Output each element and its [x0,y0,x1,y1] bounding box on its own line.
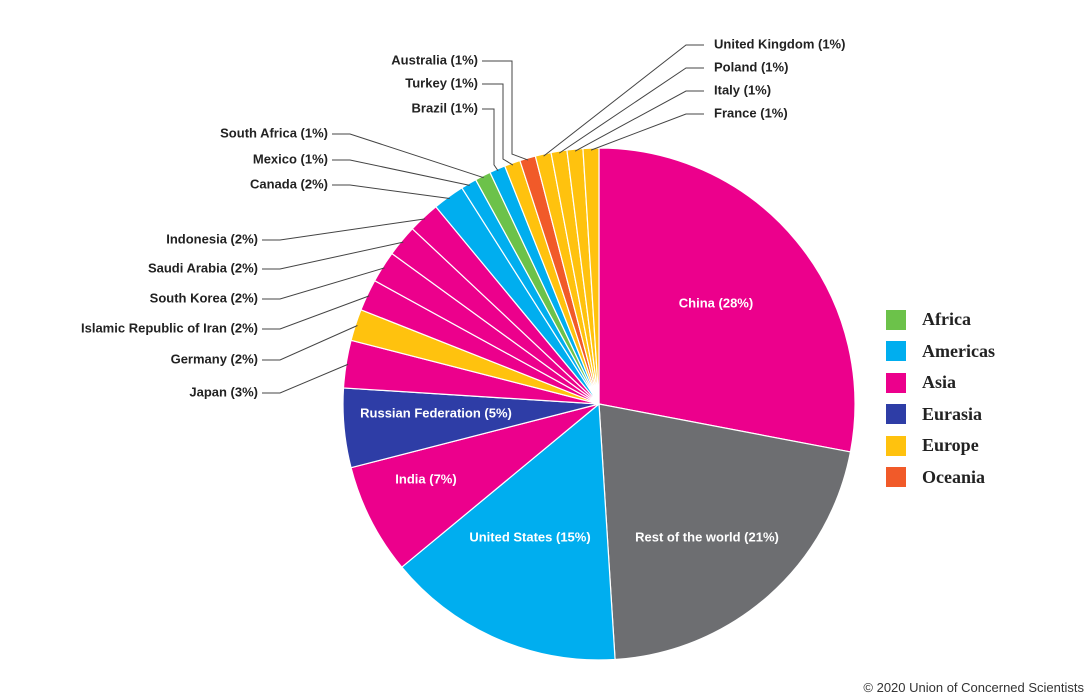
leader-line-mexico [332,159,470,186]
legend-label: Africa [922,309,971,330]
legend-label: Oceania [922,466,985,487]
slice-label-russian-federation: Russian Federation (5%) [360,405,512,420]
slice-label-indonesia: Indonesia (2%) [166,231,258,246]
pie-slices [342,147,856,661]
leader-line-brazil [482,108,499,172]
leader-line-italy [574,90,704,152]
legend-swatch-europe [886,435,906,456]
legend-item-asia: Asia [886,367,995,399]
leader-line-islamic-republic-of-iran [262,295,370,330]
leader-line-south-korea [262,267,385,300]
legend-item-americas: Americas [886,336,995,368]
legend-swatch-americas [886,341,906,362]
slice-label-india: India (7%) [395,471,456,486]
slice-label-united-kingdom: United Kingdom (1%) [714,36,845,51]
slice-label-south-korea: South Korea (2%) [150,290,258,305]
slice-label-italy: Italy (1%) [714,82,771,97]
leader-line-indonesia [262,218,426,241]
leader-line-japan [262,363,349,394]
leader-line-turkey [482,83,514,166]
legend-item-africa: Africa [886,304,995,336]
legend-swatch-asia [886,372,906,393]
leader-line-united-kingdom [543,44,704,157]
slice-label-rest-of-the-world: Rest of the world (21%) [635,529,779,544]
copyright-credit: © 2020 Union of Concerned Scientists [863,680,1084,695]
slice-label-south-africa: South Africa (1%) [220,125,328,140]
leader-line-germany [262,325,358,361]
legend-label: Asia [922,372,957,393]
slice-label-australia: Australia (1%) [391,52,478,67]
legend-label: Americas [922,340,995,361]
legend-item-oceania: Oceania [886,462,995,494]
slice-label-brazil: Brazil (1%) [412,100,478,115]
pie-slice-france [582,147,600,405]
pie-slice-china [598,147,856,453]
slice-label-united-states: United States (15%) [469,529,590,544]
slice-label-germany: Germany (2%) [171,351,258,366]
pie-slice-united-states [400,402,616,661]
legend-item-europe: Europe [886,430,995,462]
slice-label-japan: Japan (3%) [189,384,258,399]
slice-labels: China (28%) Rest of the world (21%) United… [81,36,845,544]
pie-slice-rest-of-the-world [598,403,852,661]
slice-label-saudi-arabia: Saudi Arabia (2%) [148,260,258,275]
leader-lines [262,44,704,394]
slice-label-france: France (1%) [714,105,788,120]
slice-label-china: China (28%) [679,295,753,310]
slice-label-poland: Poland (1%) [714,59,788,74]
leader-line-australia [482,60,529,161]
leader-line-poland [558,67,704,154]
slice-label-canada: Canada (2%) [250,176,328,191]
legend-swatch-eurasia [886,404,906,425]
slice-label-turkey: Turkey (1%) [405,75,478,90]
legend-label: Europe [922,435,979,456]
leader-line-france [590,113,704,151]
legend-label: Eurasia [922,403,983,424]
legend-item-eurasia: Eurasia [886,399,995,431]
legend: Africa Americas Asia Eurasia Europe Ocea… [886,304,995,493]
slice-label-mexico: Mexico (1%) [253,151,328,166]
legend-swatch-oceania [886,467,906,488]
slice-label-islamic-republic-of-iran: Islamic Republic of Iran (2%) [81,320,258,335]
pie-slice-india [350,403,600,569]
legend-swatch-africa [886,309,906,330]
leader-line-south-africa [332,133,484,179]
leader-line-saudi-arabia [262,241,404,270]
leader-line-canada [332,184,450,200]
